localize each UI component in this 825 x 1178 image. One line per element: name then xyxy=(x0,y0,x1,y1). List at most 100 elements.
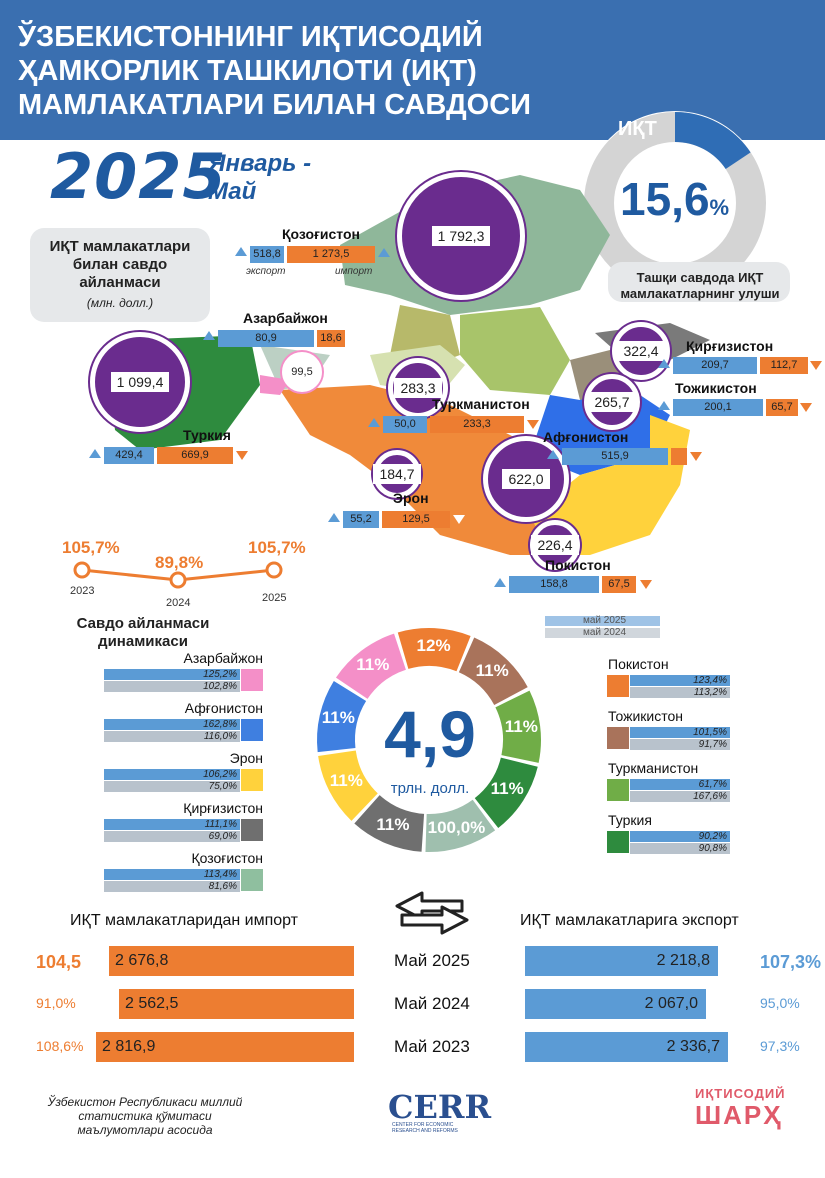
bubble-kazakhstan: 1 792,3 xyxy=(397,172,525,300)
turnover-box-unit: (млн. долл.) xyxy=(86,296,154,310)
legend-export: экспорт xyxy=(246,266,286,277)
growth-bar-2025: 106,2% xyxy=(104,769,240,780)
growth-country-name: Азарбайжон xyxy=(183,650,263,666)
import-growth-pct: 91,0% xyxy=(36,995,76,1011)
donut-center-unit: трлн. долл. xyxy=(390,780,470,797)
growth-bar-2025: 113,4% xyxy=(104,869,240,880)
arrow-down-icon xyxy=(453,515,465,524)
growth-country-name: Афғонистон xyxy=(184,700,263,716)
period-label: Май 2024 xyxy=(394,994,470,1013)
period-label: Май 2025 xyxy=(394,951,470,970)
donut-slice-label: 11% xyxy=(329,771,363,791)
share-value: 15,6% xyxy=(620,173,730,225)
growth-bar-2025: 111,1% xyxy=(104,819,240,830)
arrow-down-icon xyxy=(690,452,702,461)
growth-country-name: Тожикистон xyxy=(608,708,683,724)
growth-color-swatch xyxy=(607,727,629,749)
donut-slice xyxy=(425,799,496,852)
bubble-turkmenistan: 283,3 xyxy=(388,358,448,418)
bar-import-kazakhstan: 1 273,5 xyxy=(287,246,375,263)
growth-bar-2024: 81,6% xyxy=(104,881,240,892)
growth-bar-2025: 125,2% xyxy=(104,669,240,680)
arrow-up-icon xyxy=(368,418,380,427)
import-growth-pct: 104,5 xyxy=(36,952,82,972)
turnover-box-title: ИҚТ мамлакатлари билан савдо айланмаси xyxy=(49,238,191,291)
export-title: ИҚТ мамлакатларига экспорт xyxy=(520,912,739,929)
label-iran: Эрон xyxy=(393,490,429,506)
growth-country-name: Туркия xyxy=(608,812,652,828)
growth-bar-2025: 162,8% xyxy=(104,719,240,730)
bar-import-azerbaijan: 18,6 xyxy=(317,330,345,347)
dynamics-year-2025: 2025 xyxy=(262,592,287,604)
import-bar: 2 816,9 xyxy=(96,1032,354,1062)
bar-export-afghanistan: 515,9 xyxy=(562,448,668,465)
growth-color-swatch xyxy=(241,769,263,791)
share-caption-box xyxy=(608,262,790,302)
label-kazakhstan: Қозоғистон xyxy=(282,226,360,242)
export-bar: 2 336,7 xyxy=(525,1032,728,1062)
period-label: Январь - Май xyxy=(208,150,312,205)
dynamics-value-2025: 105,7% xyxy=(248,538,306,557)
arrow-up-icon xyxy=(328,513,340,522)
arrow-down-icon xyxy=(810,361,822,370)
dynamics-value-2024: 89,8% xyxy=(155,553,204,572)
bubble-afghanistan: 622,0 xyxy=(483,436,569,522)
growth-color-swatch xyxy=(241,669,263,691)
arrow-up-icon xyxy=(378,248,390,257)
donut-center-value: 4,9 xyxy=(384,697,476,771)
export-bar: 2 218,8 xyxy=(525,946,718,976)
donut-slice xyxy=(474,757,538,829)
import-title: ИҚТ мамлакатларидан импорт xyxy=(70,912,299,929)
dynamics-value-2023: 105,7% xyxy=(62,538,120,557)
legend-2024-bar xyxy=(545,628,660,638)
label-pakistan: Покистон xyxy=(545,557,611,573)
donut-slice-label: 11% xyxy=(490,779,524,799)
growth-country-name: Қирғизистон xyxy=(183,800,263,816)
share-label: ИҚТ xyxy=(618,118,657,140)
donut-slice-label: 11% xyxy=(376,814,410,834)
growth-bar-2024: 167,6% xyxy=(630,791,730,802)
donut-slice xyxy=(335,633,406,699)
arrow-up-icon xyxy=(658,359,670,368)
growth-bar-2024: 113,2% xyxy=(630,687,730,698)
export-bar: 2 067,0 xyxy=(525,989,706,1019)
bar-export-turkmenistan: 50,0 xyxy=(383,416,427,433)
donut-slice-label: 12% xyxy=(416,636,451,656)
arrow-up-icon xyxy=(547,450,559,459)
arrow-down-icon xyxy=(640,580,652,589)
growth-bar-2024: 91,7% xyxy=(630,739,730,750)
import-bar: 2 676,8 xyxy=(109,946,354,976)
donut-slice xyxy=(397,628,471,672)
page-title: ЎЗБЕКИСТОННИНГ ИҚТИСОДИЙ ҲАМКОРЛИК ТАШКИ… xyxy=(18,21,531,121)
dynamics-line xyxy=(73,561,283,589)
donut-slice xyxy=(318,750,378,821)
export-growth-pct: 97,3% xyxy=(760,1038,800,1054)
arrow-down-icon xyxy=(236,451,248,460)
donut-slice xyxy=(495,690,541,763)
legend-import: импорт xyxy=(335,266,373,277)
growth-bar-2025: 101,5% xyxy=(630,727,730,738)
bar-export-iran: 55,2 xyxy=(343,511,379,528)
donut-slice xyxy=(458,637,528,706)
growth-bar-2024: 102,8% xyxy=(104,681,240,692)
arrow-down-icon xyxy=(527,420,539,429)
growth-bar-2025: 123,4% xyxy=(630,675,730,686)
turnover-box xyxy=(30,228,210,322)
share-caption: Ташқи савдода ИҚТ мамлакатларнинг улуши xyxy=(620,270,780,301)
bar-import-turkey: 669,9 xyxy=(157,447,233,464)
bubble-azerbaijan: 99,5 xyxy=(282,352,322,392)
label-kyrgyzstan: Қирғизистон xyxy=(686,338,774,354)
growth-bar-2025: 61,7% xyxy=(630,779,730,790)
import-bar: 2 562,5 xyxy=(119,989,354,1019)
export-growth-pct: 107,3% xyxy=(760,952,822,972)
sharh-logo-top: ИҚТИСОДИЙ xyxy=(695,1086,786,1101)
period-label: Май 2023 xyxy=(394,1037,470,1056)
growth-country-name: Туркманистон xyxy=(608,760,699,776)
bar-import-pakistan: 67,5 xyxy=(602,576,636,593)
arrow-up-icon xyxy=(235,247,247,256)
growth-country-name: Қозоғистон xyxy=(191,850,263,866)
legend-2024: май 2024 xyxy=(583,627,627,638)
bubble-tajikistan: 265,7 xyxy=(584,374,640,430)
label-afghanistan: Афғонистон xyxy=(543,429,629,445)
cerr-logo-subtitle: CENTER FOR ECONOMIC RESEARCH AND REFORMS xyxy=(392,1122,458,1134)
